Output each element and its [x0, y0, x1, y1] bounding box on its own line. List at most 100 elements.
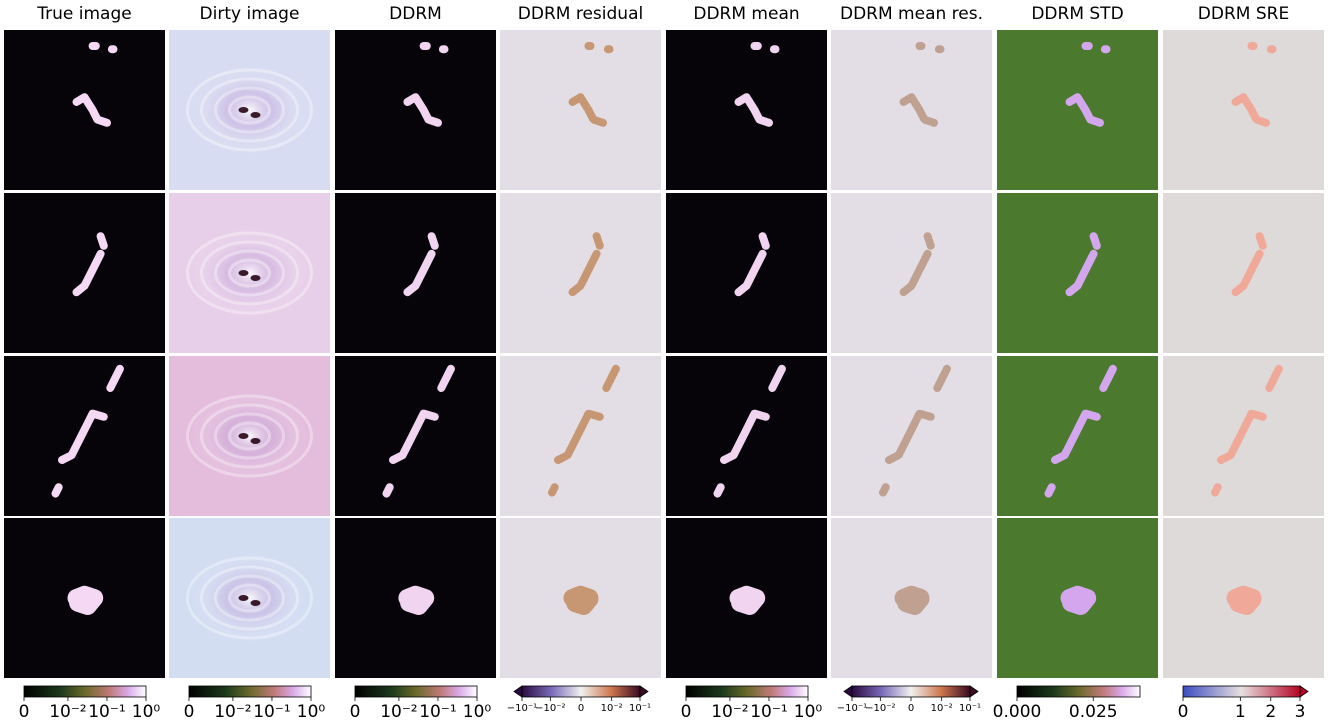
image-panel	[4, 356, 165, 516]
source-shape	[928, 236, 931, 246]
colorbar-tick-label: 10⁻¹	[88, 702, 125, 722]
image-panel	[335, 356, 496, 516]
dirty-core	[251, 112, 261, 118]
source-shape	[1236, 595, 1254, 606]
dirty-core	[239, 433, 249, 439]
source-shape	[1215, 487, 1218, 493]
colorbar-tick-label: 3	[1295, 702, 1306, 722]
source-shape	[432, 236, 435, 246]
image-panel	[666, 518, 827, 678]
column-title: DDRM	[389, 4, 442, 24]
colorbar-tick-label: 2	[1265, 702, 1276, 722]
colorbar-tick-label: 10⁻²	[49, 702, 86, 722]
colorbar-tick-label: −10⁻¹	[507, 703, 537, 714]
dirty-core	[251, 600, 261, 606]
panel-background	[335, 193, 496, 353]
source-shape	[1260, 236, 1263, 246]
colorbar-tick-label: 10⁻¹	[629, 703, 651, 714]
colorbar-tick-label: 0	[184, 702, 195, 722]
image-panel	[666, 356, 827, 516]
colorbar-extend	[844, 686, 852, 697]
figure: True image Dirty image DDRM DDRM residual DD…	[0, 0, 1334, 724]
colorbar-tick-label: 0	[681, 702, 692, 722]
panel-background	[1163, 30, 1324, 190]
image-panel	[169, 518, 330, 678]
colorbar-tick-label: 10⁻¹	[253, 702, 290, 722]
panel-background	[997, 30, 1158, 190]
image-panel	[169, 30, 330, 190]
image-panel	[169, 193, 330, 353]
colorbar	[189, 686, 311, 697]
column-title: DDRM STD	[1031, 4, 1123, 24]
colorbar-tick-label: 10⁻¹	[750, 702, 787, 722]
image-panel	[500, 518, 661, 678]
panel-background	[4, 193, 165, 353]
source-shape	[1094, 236, 1097, 246]
dirty-core	[239, 270, 249, 276]
colorbar-tick-label: 10⁻²	[380, 702, 417, 722]
colorbar-extend	[640, 686, 648, 697]
colorbar-tick-label: 1	[1235, 702, 1246, 722]
panel-background	[997, 193, 1158, 353]
image-panel	[500, 356, 661, 516]
source-shape	[387, 487, 390, 493]
image-panel	[997, 356, 1158, 516]
image-panel	[831, 30, 992, 190]
colorbar-tick-label: 10⁰	[297, 702, 326, 722]
image-panel	[4, 518, 165, 678]
dirty-core	[239, 107, 249, 113]
colorbar-tick-label: 0	[908, 703, 914, 714]
dirty-core	[239, 595, 249, 601]
colorbar	[522, 686, 640, 697]
colorbar-tick-label: −10⁻²	[865, 703, 895, 714]
panel-background	[831, 193, 992, 353]
panel-background	[500, 30, 661, 190]
source-shape	[718, 487, 721, 493]
colorbar	[1183, 686, 1300, 697]
column-title: DDRM mean	[693, 4, 799, 24]
column-title: Dirty image	[200, 4, 300, 24]
image-panel	[335, 30, 496, 190]
image-panel	[997, 518, 1158, 678]
image-panel	[169, 356, 330, 516]
source-shape	[56, 487, 59, 493]
colorbar-tick-label: 10⁰	[132, 702, 161, 722]
colorbar-extend	[1300, 686, 1308, 697]
colorbar-tick-label: 0	[350, 702, 361, 722]
dirty-core	[251, 438, 261, 444]
image-panel	[500, 193, 661, 353]
colorbar-tick-label: 10⁰	[463, 702, 492, 722]
column-title: DDRM mean res.	[840, 4, 983, 24]
source-shape	[573, 595, 591, 606]
colorbar-tick-label: 0.000	[993, 702, 1042, 722]
image-panel	[335, 518, 496, 678]
source-shape	[597, 236, 600, 246]
colorbar	[1017, 686, 1140, 697]
image-panel	[997, 193, 1158, 353]
column-title: DDRM residual	[518, 4, 643, 24]
panel-background	[4, 30, 165, 190]
colorbar	[355, 686, 477, 697]
colorbar-tick-label: 10⁻¹	[959, 703, 981, 714]
image-panel	[500, 30, 661, 190]
source-shape	[904, 595, 922, 606]
colorbar-tick-label: 10⁻²	[601, 703, 623, 714]
panel-background	[666, 30, 827, 190]
panel-background	[500, 193, 661, 353]
column-title: True image	[36, 4, 131, 24]
panel-background	[335, 30, 496, 190]
image-panel	[831, 518, 992, 678]
image-panel	[1163, 518, 1324, 678]
source-shape	[552, 487, 555, 493]
image-panel	[831, 356, 992, 516]
source-shape	[739, 595, 757, 606]
source-shape	[883, 487, 886, 493]
image-panel	[666, 193, 827, 353]
panel-background	[666, 193, 827, 353]
image-panel	[666, 30, 827, 190]
panel-background	[831, 30, 992, 190]
dirty-core	[251, 275, 261, 281]
colorbar-tick-label: 0	[1178, 702, 1189, 722]
image-panel	[997, 30, 1158, 190]
colorbar	[852, 686, 970, 697]
